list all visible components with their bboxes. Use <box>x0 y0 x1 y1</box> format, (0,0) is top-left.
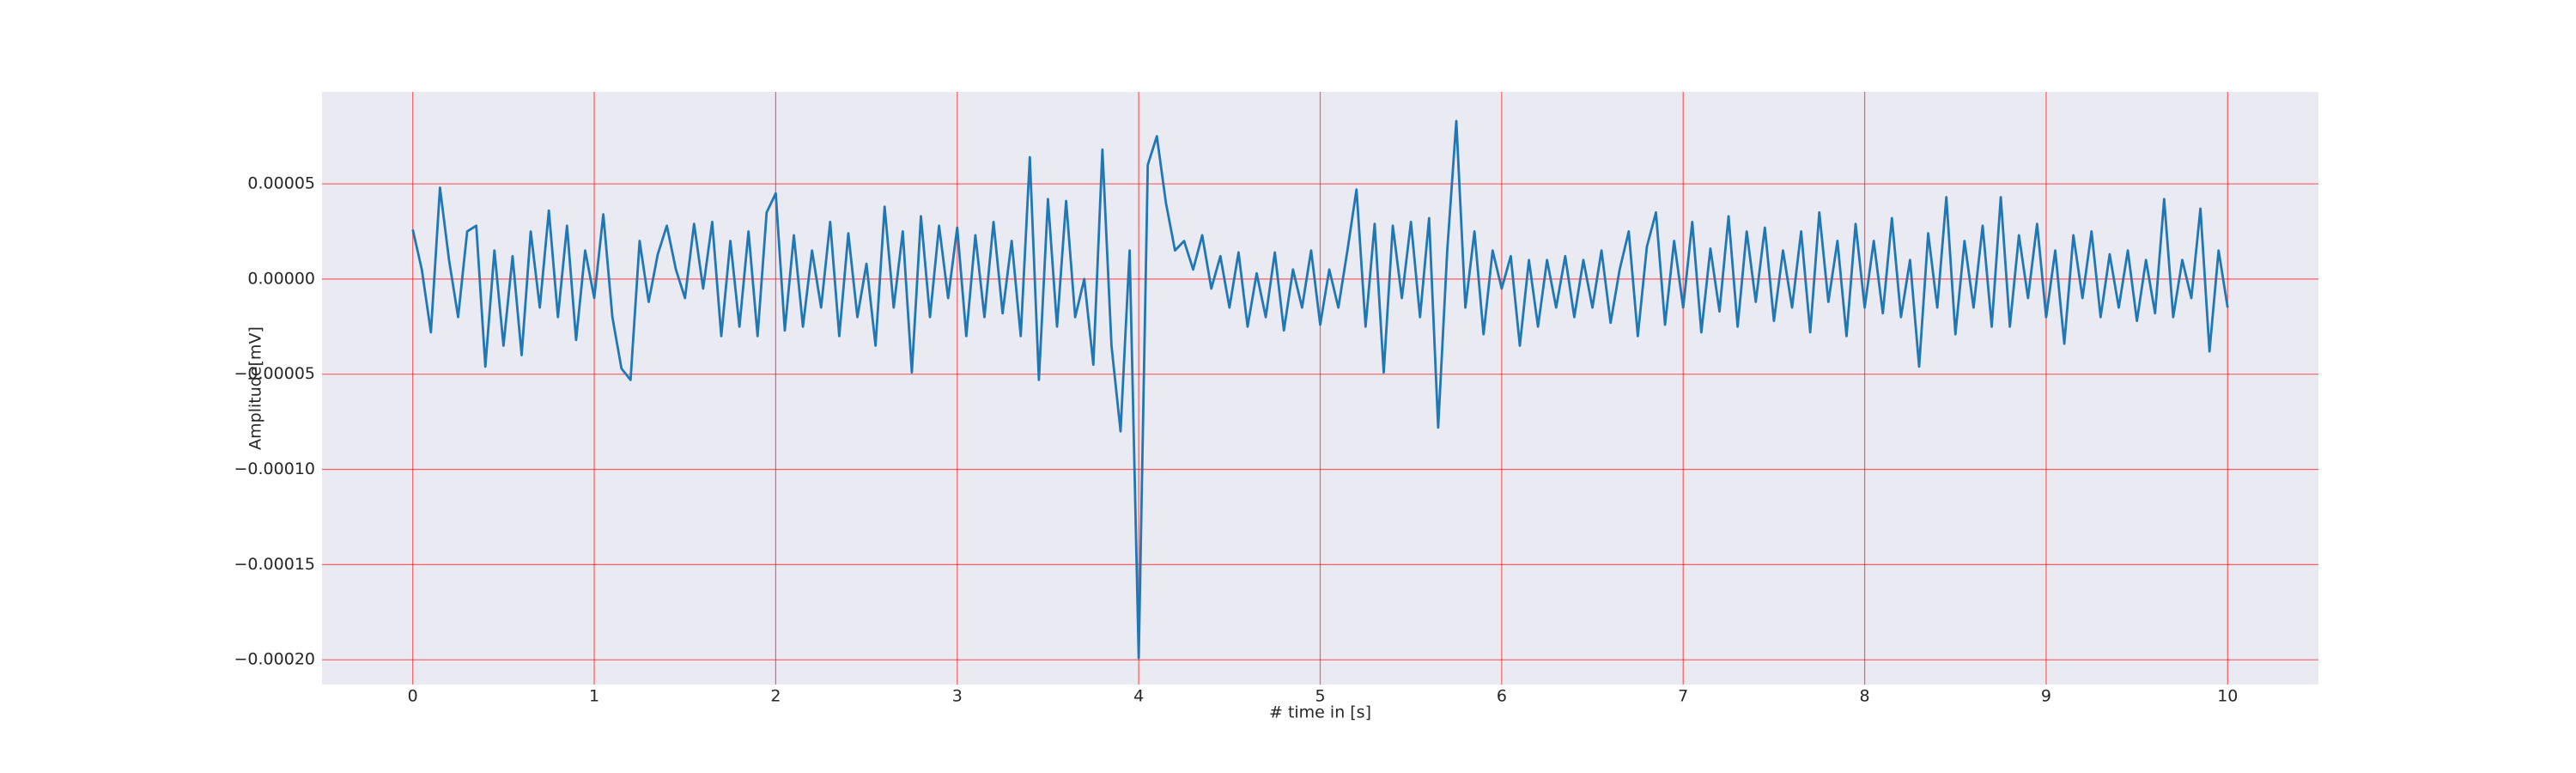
x-axis-label: # time in [s] <box>1269 703 1371 722</box>
x-tick-label: 7 <box>1678 687 1688 706</box>
x-tick-label: 2 <box>770 687 781 706</box>
x-tick-label: 4 <box>1133 687 1144 706</box>
signal-line <box>411 119 2229 660</box>
x-tick-label: 9 <box>2041 687 2051 706</box>
x-tick-label: 3 <box>952 687 963 706</box>
x-tick-label: 1 <box>589 687 599 706</box>
y-tick-label: −0.00015 <box>234 555 316 574</box>
x-tick-label: 5 <box>1315 687 1325 706</box>
y-axis-label: Amplitude[mV] <box>246 326 265 450</box>
y-tick-label: −0.00020 <box>234 650 316 669</box>
x-tick-label: 10 <box>2217 687 2238 706</box>
y-tick-label: −0.00005 <box>234 364 316 383</box>
y-tick-label: −0.00010 <box>234 460 316 478</box>
y-tick-label: 0.00000 <box>247 269 315 288</box>
x-tick-label: 6 <box>1497 687 1507 706</box>
y-tick-label: 0.00005 <box>247 174 315 193</box>
x-tick-label: 0 <box>408 687 418 706</box>
x-tick-label: 8 <box>1860 687 1870 706</box>
